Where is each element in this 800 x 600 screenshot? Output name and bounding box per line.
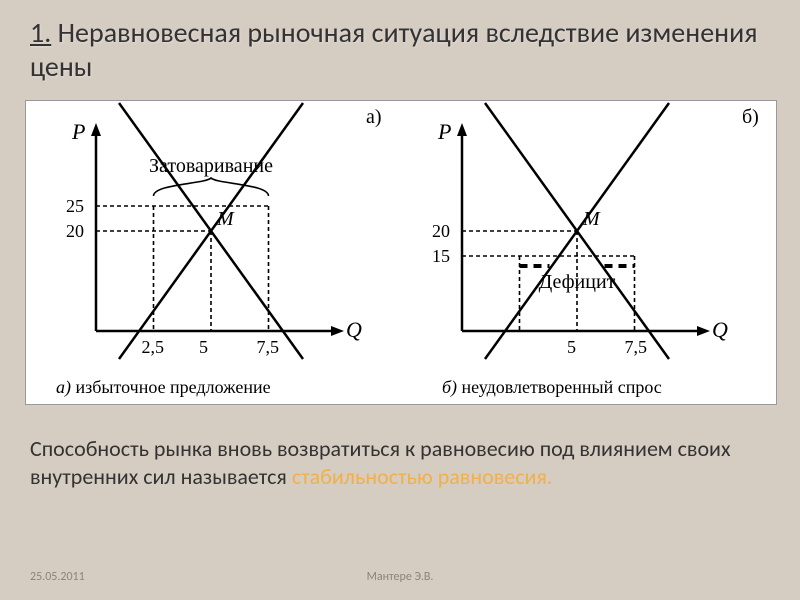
- svg-text:Q: Q: [346, 317, 362, 342]
- svg-text:20: 20: [66, 221, 84, 241]
- caption-b-text: неудовлетворенный спрос: [462, 377, 662, 397]
- slide-title: 1. Неравновесная рыночная ситуация вслед…: [0, 0, 800, 93]
- caption-a: а) избыточное предложение: [56, 377, 271, 398]
- footer-date: 25.05.2011: [30, 570, 85, 584]
- title-text: Неравновесная рыночная ситуация вследств…: [30, 15, 758, 84]
- chart-panel-a: а) P Q M 20 25 2,5 5 7,5 Затоваривание: [26, 101, 402, 371]
- footer-author: Мантере Э.В.: [367, 570, 434, 584]
- svg-text:P: P: [71, 119, 85, 144]
- svg-text:2,5: 2,5: [142, 337, 165, 357]
- svg-text:P: P: [437, 119, 451, 144]
- svg-text:20: 20: [432, 221, 450, 241]
- svg-text:7,5: 7,5: [257, 337, 280, 357]
- svg-text:Q: Q: [712, 317, 728, 342]
- caption-a-text: избыточное предложение: [76, 377, 271, 397]
- svg-text:M: M: [216, 208, 235, 230]
- caption-a-prefix: а): [56, 377, 71, 397]
- caption-b-prefix: б): [442, 377, 457, 397]
- svg-text:а): а): [366, 106, 382, 128]
- svg-text:25: 25: [66, 196, 84, 216]
- svg-text:Дефицит: Дефицит: [539, 271, 616, 293]
- svg-text:Затоваривание: Затоваривание: [149, 155, 273, 177]
- caption-b: б) неудовлетворенный спрос: [442, 377, 662, 398]
- body-paragraph: Способность рынка вновь возвратиться к р…: [30, 435, 770, 490]
- svg-text:7,5: 7,5: [625, 337, 648, 357]
- svg-text:5: 5: [567, 337, 576, 357]
- paragraph-emphasis: стабильностью равновесия.: [292, 463, 553, 490]
- chart-panel-b: б) P Q M 20 15 5 7,5 Дефицит: [402, 101, 778, 371]
- svg-text:5: 5: [199, 337, 208, 357]
- svg-text:б): б): [742, 106, 759, 128]
- title-number: 1.: [30, 15, 51, 50]
- chart-container: а) P Q M 20 25 2,5 5 7,5 Затоваривание а) избыточ…: [25, 100, 777, 405]
- svg-text:15: 15: [432, 246, 450, 266]
- svg-text:M: M: [582, 208, 601, 230]
